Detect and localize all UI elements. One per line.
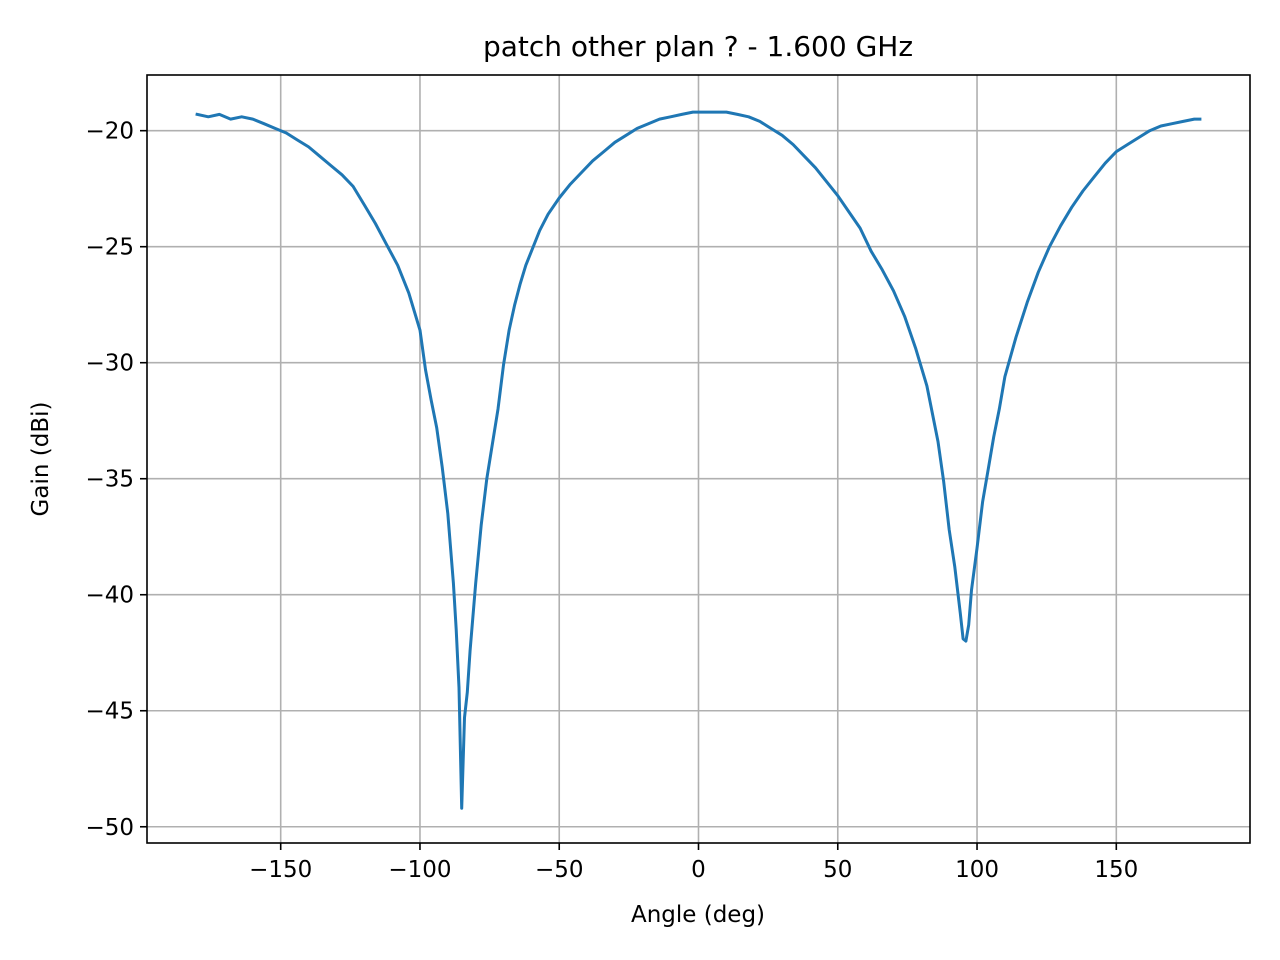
y-tick-label: −50: [85, 815, 134, 841]
chart-title: patch other plan ? - 1.600 GHz: [483, 30, 913, 63]
grid: [147, 75, 1250, 843]
y-tick-label: −20: [85, 119, 134, 145]
x-tick-label: 150: [1094, 857, 1138, 883]
series-layer: [195, 110, 1202, 810]
y-tick-label: −35: [85, 467, 134, 493]
y-axis-label: Gain (dBi): [28, 402, 54, 517]
series-line: [195, 110, 1202, 810]
ticks: −150 −100 −50 0 50 100 150 −50 −45 −40 −35 −30 −25 −2…: [85, 119, 1138, 883]
y-tick-label: −25: [85, 235, 134, 261]
x-tick-label: 100: [955, 857, 999, 883]
y-tick-label: −30: [85, 351, 134, 377]
x-tick-label: 50: [823, 857, 852, 883]
x-tick-label: 0: [691, 857, 706, 883]
x-tick-label: −100: [388, 857, 451, 883]
x-axis-label: Angle (deg): [631, 902, 765, 928]
x-tick-label: −150: [249, 857, 312, 883]
y-tick-label: −40: [85, 583, 134, 609]
y-tick-label: −45: [85, 699, 134, 725]
x-tick-label: −50: [535, 857, 584, 883]
